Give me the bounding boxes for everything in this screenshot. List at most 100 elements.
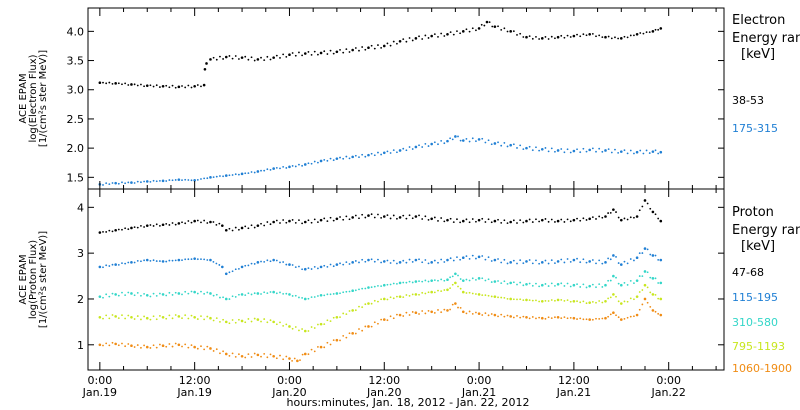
proton-data-point [224,352,228,356]
electron-data-point [465,28,468,31]
electron-data-point [475,140,477,143]
proton-data-point [405,311,408,314]
proton-data-point [544,283,547,285]
electron-data-point [531,149,534,152]
proton-data-point [440,258,443,261]
proton-data-point [598,215,601,218]
proton-data-point [377,258,379,261]
proton-data-point [299,359,301,362]
proton-data-point [540,299,544,303]
proton-data-point [98,295,102,298]
proton-data-point [386,283,389,286]
electron-data-point [635,32,639,36]
proton-data-point [456,256,458,259]
proton-data-point [149,224,152,226]
proton-data-point [209,292,212,295]
proton-data-point [598,283,601,286]
proton-data-point [263,318,266,320]
proton-data-point [155,346,158,349]
electron-data-point [585,150,588,153]
proton-data-point [260,320,262,323]
proton-data-point [247,227,250,230]
proton-data-point [364,325,367,328]
proton-data-point [430,310,433,314]
proton-data-point [657,297,660,300]
proton-data-point [414,258,418,262]
proton-data-point [358,217,360,220]
proton-data-point [465,218,468,221]
electron-data-point [298,51,300,54]
proton-data-point [291,264,294,266]
proton-data-point [635,313,639,317]
proton-data-point [196,318,199,320]
proton-data-point [540,283,544,287]
proton-data-point [296,359,299,363]
proton-data-point [317,346,319,348]
proton-data-point [351,309,354,312]
proton-data-point [454,281,457,285]
x-tick-date: Jan.20 [271,386,306,399]
proton-ylabel-line: ACE EPAM [18,254,29,304]
proton-data-point [402,315,405,317]
proton-data-point [659,313,663,317]
electron-data-point [657,152,660,155]
proton-data-point [461,290,465,294]
proton-data-point [609,313,612,316]
proton-data-point [145,294,149,297]
electron-ytick-label: 2.0 [67,142,85,155]
electron-data-point [487,139,490,142]
proton-data-point [105,293,108,296]
proton-data-point [294,294,297,297]
proton-data-point [294,326,297,328]
proton-data-point [215,262,218,265]
proton-data-point [654,213,657,216]
electron-data-point [651,150,655,153]
proton-data-point [500,222,503,224]
electron-data-point [461,30,465,33]
proton-data-point [512,281,515,284]
proton-data-point [382,318,386,321]
proton-data-point [433,259,436,262]
proton-data-point [272,354,275,358]
proton-data-point [629,280,632,282]
proton-data-point [351,332,354,335]
proton-data-point [641,205,644,208]
proton-data-point [591,301,594,303]
proton-data-point [481,294,484,297]
proton-data-point [386,298,389,301]
proton-data-point [121,262,123,264]
proton-data-point [612,274,615,278]
proton-data-point [609,258,612,261]
proton-data-point [576,217,578,220]
proton-data-point [635,256,639,260]
electron-data-point [145,180,149,183]
proton-data-point [370,302,373,305]
proton-data-point [193,316,196,319]
proton-data-point [601,216,604,219]
proton-data-point [234,296,237,298]
electron-data-point [323,50,326,53]
proton-data-point [623,281,626,284]
proton-data-point [351,261,354,264]
proton-data-point [339,292,341,295]
electron-data-point [659,27,663,30]
proton-data-point [398,261,402,264]
proton-data-point [206,259,209,261]
electron-data-point [572,149,576,153]
proton-data-point [224,228,228,232]
electron-data-point [345,48,348,51]
electron-data-point [519,32,522,35]
proton-data-point [449,308,452,311]
proton-data-point [566,317,569,320]
proton-data-point [285,263,288,266]
proton-data-point [560,299,563,301]
electron-data-point [256,58,260,61]
electron-data-point [358,156,360,159]
electron-legend-unit: [keV] [741,47,775,62]
electron-data-point [231,57,234,60]
electron-data-point [263,169,266,172]
proton-data-point [367,325,370,328]
proton-data-point [484,312,487,315]
electron-data-point [377,44,379,46]
proton-ytick-label: 4 [77,201,84,214]
